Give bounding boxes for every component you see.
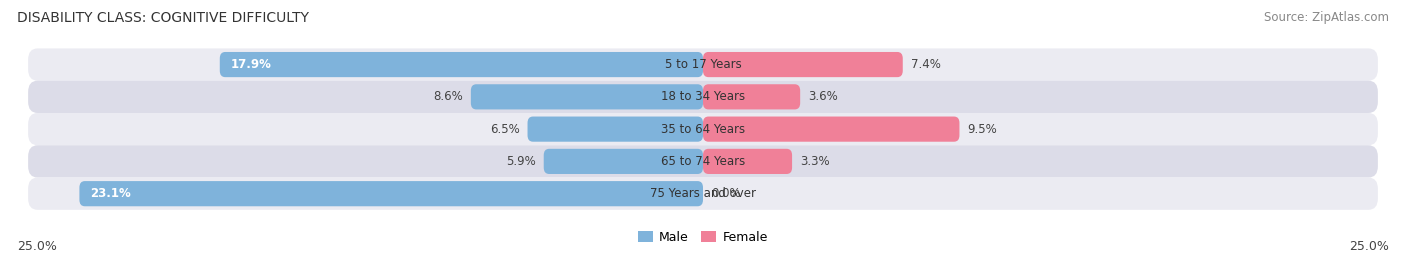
Text: 23.1%: 23.1% [90,187,131,200]
Text: 5 to 17 Years: 5 to 17 Years [665,58,741,71]
FancyBboxPatch shape [28,48,1378,81]
FancyBboxPatch shape [28,113,1378,145]
Text: 0.0%: 0.0% [711,187,741,200]
Legend: Male, Female: Male, Female [633,226,773,249]
FancyBboxPatch shape [79,181,703,206]
Text: 65 to 74 Years: 65 to 74 Years [661,155,745,168]
Text: 8.6%: 8.6% [433,90,463,103]
FancyBboxPatch shape [28,81,1378,113]
FancyBboxPatch shape [703,149,792,174]
FancyBboxPatch shape [703,84,800,109]
Text: 5.9%: 5.9% [506,155,536,168]
FancyBboxPatch shape [703,116,959,142]
Text: DISABILITY CLASS: COGNITIVE DIFFICULTY: DISABILITY CLASS: COGNITIVE DIFFICULTY [17,11,309,25]
FancyBboxPatch shape [28,178,1378,210]
Text: 75 Years and over: 75 Years and over [650,187,756,200]
FancyBboxPatch shape [527,116,703,142]
FancyBboxPatch shape [703,52,903,77]
Text: Source: ZipAtlas.com: Source: ZipAtlas.com [1264,11,1389,24]
Text: 35 to 64 Years: 35 to 64 Years [661,123,745,136]
Text: 3.3%: 3.3% [800,155,830,168]
Text: 25.0%: 25.0% [1350,240,1389,253]
Text: 7.4%: 7.4% [911,58,941,71]
Text: 18 to 34 Years: 18 to 34 Years [661,90,745,103]
FancyBboxPatch shape [28,145,1378,178]
Text: 9.5%: 9.5% [967,123,997,136]
Text: 3.6%: 3.6% [808,90,838,103]
Text: 6.5%: 6.5% [489,123,519,136]
Text: 25.0%: 25.0% [17,240,56,253]
FancyBboxPatch shape [544,149,703,174]
Text: 17.9%: 17.9% [231,58,271,71]
FancyBboxPatch shape [471,84,703,109]
FancyBboxPatch shape [219,52,703,77]
